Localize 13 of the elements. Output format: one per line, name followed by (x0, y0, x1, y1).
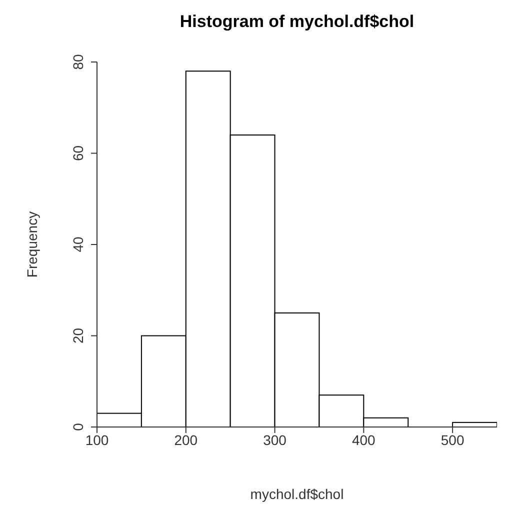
x-tick-label: 300 (263, 432, 287, 448)
x-axis-title: mychol.df$chol (250, 486, 344, 502)
y-tick-label: 40 (70, 236, 86, 252)
y-tick-label: 0 (70, 422, 86, 431)
x-tick-label: 100 (85, 432, 109, 448)
y-tick-label: 80 (70, 54, 86, 70)
y-tick-label: 60 (70, 145, 86, 162)
x-tick-label: 500 (440, 432, 464, 448)
y-tick-label: 20 (70, 328, 86, 344)
x-tick-label: 200 (174, 432, 198, 448)
y-axis-title: Frequency (24, 211, 40, 278)
chart-title: Histogram of mychol.df$chol (178, 12, 416, 32)
x-tick-label: 400 (352, 432, 376, 448)
